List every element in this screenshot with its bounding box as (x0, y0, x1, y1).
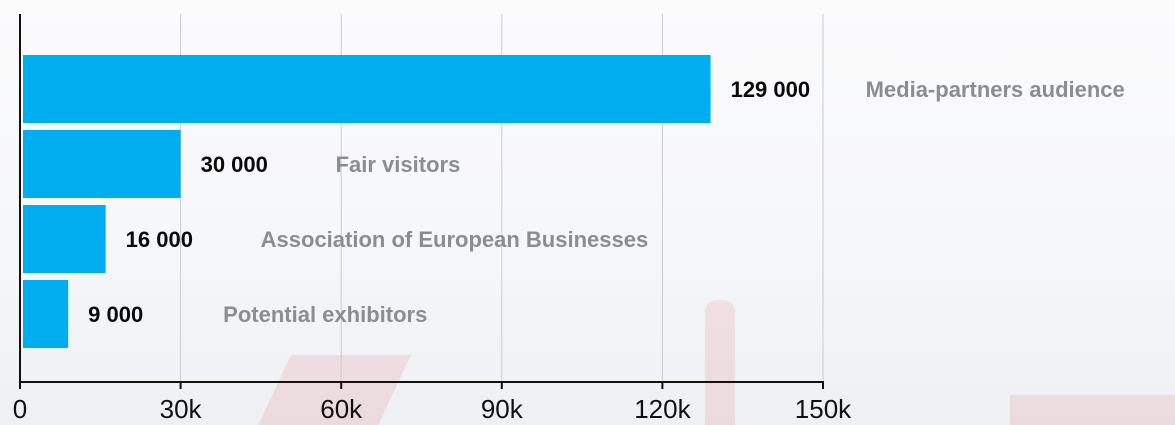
bar-value-label: 30 000 (201, 152, 268, 177)
x-tick-labels: 0 30k 60k 90k 120k 150k (13, 394, 852, 424)
bar-value-label: 16 000 (126, 227, 193, 252)
x-tick-label: 120k (634, 394, 691, 424)
bar-value-label: 129 000 (731, 77, 811, 102)
bar-category-label: Fair visitors (336, 152, 461, 177)
bar-value-label: 9 000 (88, 302, 143, 327)
bar (23, 55, 711, 123)
bar-category-label: Potential exhibitors (223, 302, 427, 327)
x-tick-label: 60k (320, 394, 363, 424)
x-tick-label: 150k (795, 394, 852, 424)
bar (23, 205, 106, 273)
bar-category-label: Media-partners audience (866, 77, 1125, 102)
bar-category-label: Association of European Businesses (261, 227, 649, 252)
value-labels: 129 000 30 000 16 000 9 000 (88, 77, 810, 327)
axes (19, 14, 824, 389)
bar (23, 280, 69, 348)
bar (23, 130, 181, 198)
bars (23, 55, 711, 348)
category-labels: Media-partners audience Fair visitors Asso… (223, 77, 1125, 327)
x-tick-label: 0 (13, 394, 27, 424)
x-tick-label: 90k (481, 394, 524, 424)
x-tick-label: 30k (160, 394, 203, 424)
